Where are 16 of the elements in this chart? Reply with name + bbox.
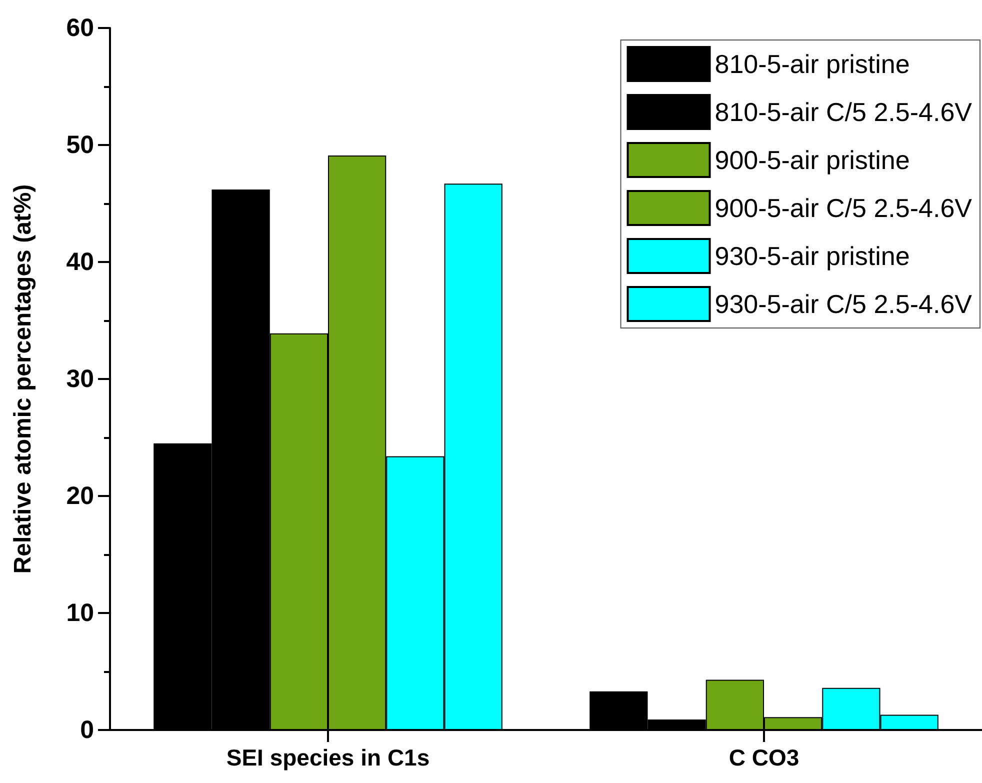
y-tick-label: 30: [66, 365, 94, 393]
legend-label: 930-5-air pristine: [714, 241, 910, 271]
x-tick-label: SEI species in C1s: [226, 744, 430, 770]
y-tick-label: 60: [66, 14, 94, 42]
legend-label: 810-5-air C/5 2.5-4.6V: [714, 97, 973, 127]
y-axis-title: Relative atomic percentages (at%): [10, 184, 36, 574]
y-tick-label: 40: [66, 248, 94, 276]
x-tick-label: C CO3: [728, 744, 800, 770]
y-tick-label: 10: [66, 599, 94, 627]
legend-label: 930-5-air C/5 2.5-4.6V: [714, 289, 973, 319]
y-tick-label: 20: [66, 482, 94, 510]
legend-label: 900-5-air pristine: [714, 145, 910, 175]
y-tick-label: 50: [66, 131, 94, 159]
legend-label: 900-5-air C/5 2.5-4.6V: [714, 193, 973, 223]
y-tick-label: 0: [80, 716, 94, 744]
legend-label: 810-5-air pristine: [714, 49, 910, 79]
